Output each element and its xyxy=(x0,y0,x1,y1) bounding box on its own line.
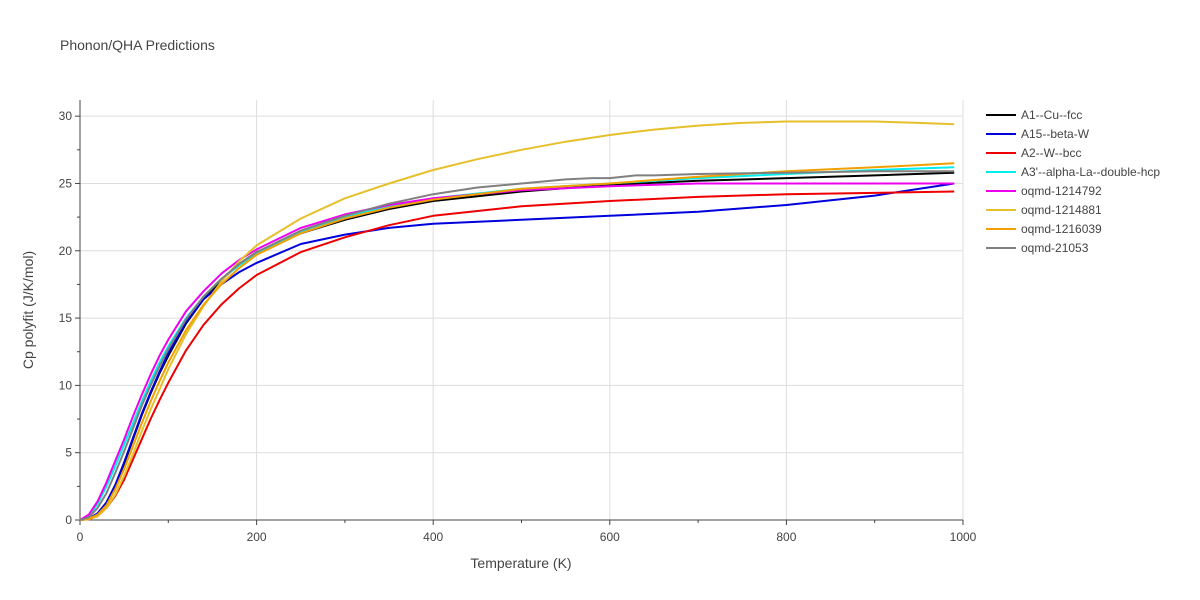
legend-item-6[interactable]: oqmd-1216039 xyxy=(986,222,1102,236)
y-tick-label: 15 xyxy=(59,311,73,325)
grid xyxy=(80,100,964,520)
legend-item-4[interactable]: oqmd-1214792 xyxy=(986,184,1102,198)
series-line-0 xyxy=(79,171,955,521)
legend-item-5[interactable]: oqmd-1214881 xyxy=(986,203,1102,217)
x-tick-label: 1000 xyxy=(950,530,977,544)
series-line-4 xyxy=(79,182,955,521)
y-tick-label: 30 xyxy=(59,109,73,123)
legend-label: A1--Cu--fcc xyxy=(1021,108,1082,122)
y-tick-labels: 0 5 10 15 20 25 30 xyxy=(59,109,73,527)
series-line-6 xyxy=(79,162,955,521)
x-tick-label: 200 xyxy=(247,530,267,544)
legend-label: A2--W--bcc xyxy=(1021,146,1081,160)
chart-title: Phonon/QHA Predictions xyxy=(60,37,215,53)
series-line-5 xyxy=(79,120,955,521)
series-lines xyxy=(79,120,955,521)
legend: A1--Cu--fcc A15--beta-W A2--W--bcc A3'--alp… xyxy=(986,108,1160,255)
legend-item-0[interactable]: A1--Cu--fcc xyxy=(986,108,1082,122)
x-tick-label: 800 xyxy=(776,530,796,544)
legend-label: A3'--alpha-La--double-hcp xyxy=(1021,165,1160,179)
legend-label: A15--beta-W xyxy=(1021,127,1090,141)
legend-item-3[interactable]: A3'--alpha-La--double-hcp xyxy=(986,165,1160,179)
x-tick-labels: 0 200 400 600 800 1000 xyxy=(77,530,977,544)
axes xyxy=(75,100,964,525)
x-tick-label: 0 xyxy=(77,530,84,544)
series-line-2 xyxy=(79,190,955,521)
y-tick-label: 20 xyxy=(59,244,73,258)
y-tick-label: 10 xyxy=(59,378,73,392)
x-axis-title: Temperature (K) xyxy=(470,555,571,571)
legend-item-2[interactable]: A2--W--bcc xyxy=(986,146,1081,160)
legend-label: oqmd-1214792 xyxy=(1021,184,1102,198)
series-line-1 xyxy=(79,182,955,521)
legend-item-1[interactable]: A15--beta-W xyxy=(986,127,1090,141)
y-tick-label: 5 xyxy=(65,446,72,460)
x-tick-label: 400 xyxy=(423,530,443,544)
y-tick-label: 0 xyxy=(65,513,72,527)
legend-label: oqmd-1214881 xyxy=(1021,203,1102,217)
legend-item-7[interactable]: oqmd-21053 xyxy=(986,241,1089,255)
y-axis-title: Cp polyfit (J/K/mol) xyxy=(20,251,36,369)
y-tick-label: 25 xyxy=(59,176,73,190)
x-tick-label: 600 xyxy=(600,530,620,544)
series-line-7 xyxy=(79,170,955,521)
legend-label: oqmd-21053 xyxy=(1021,241,1089,255)
legend-label: oqmd-1216039 xyxy=(1021,222,1102,236)
